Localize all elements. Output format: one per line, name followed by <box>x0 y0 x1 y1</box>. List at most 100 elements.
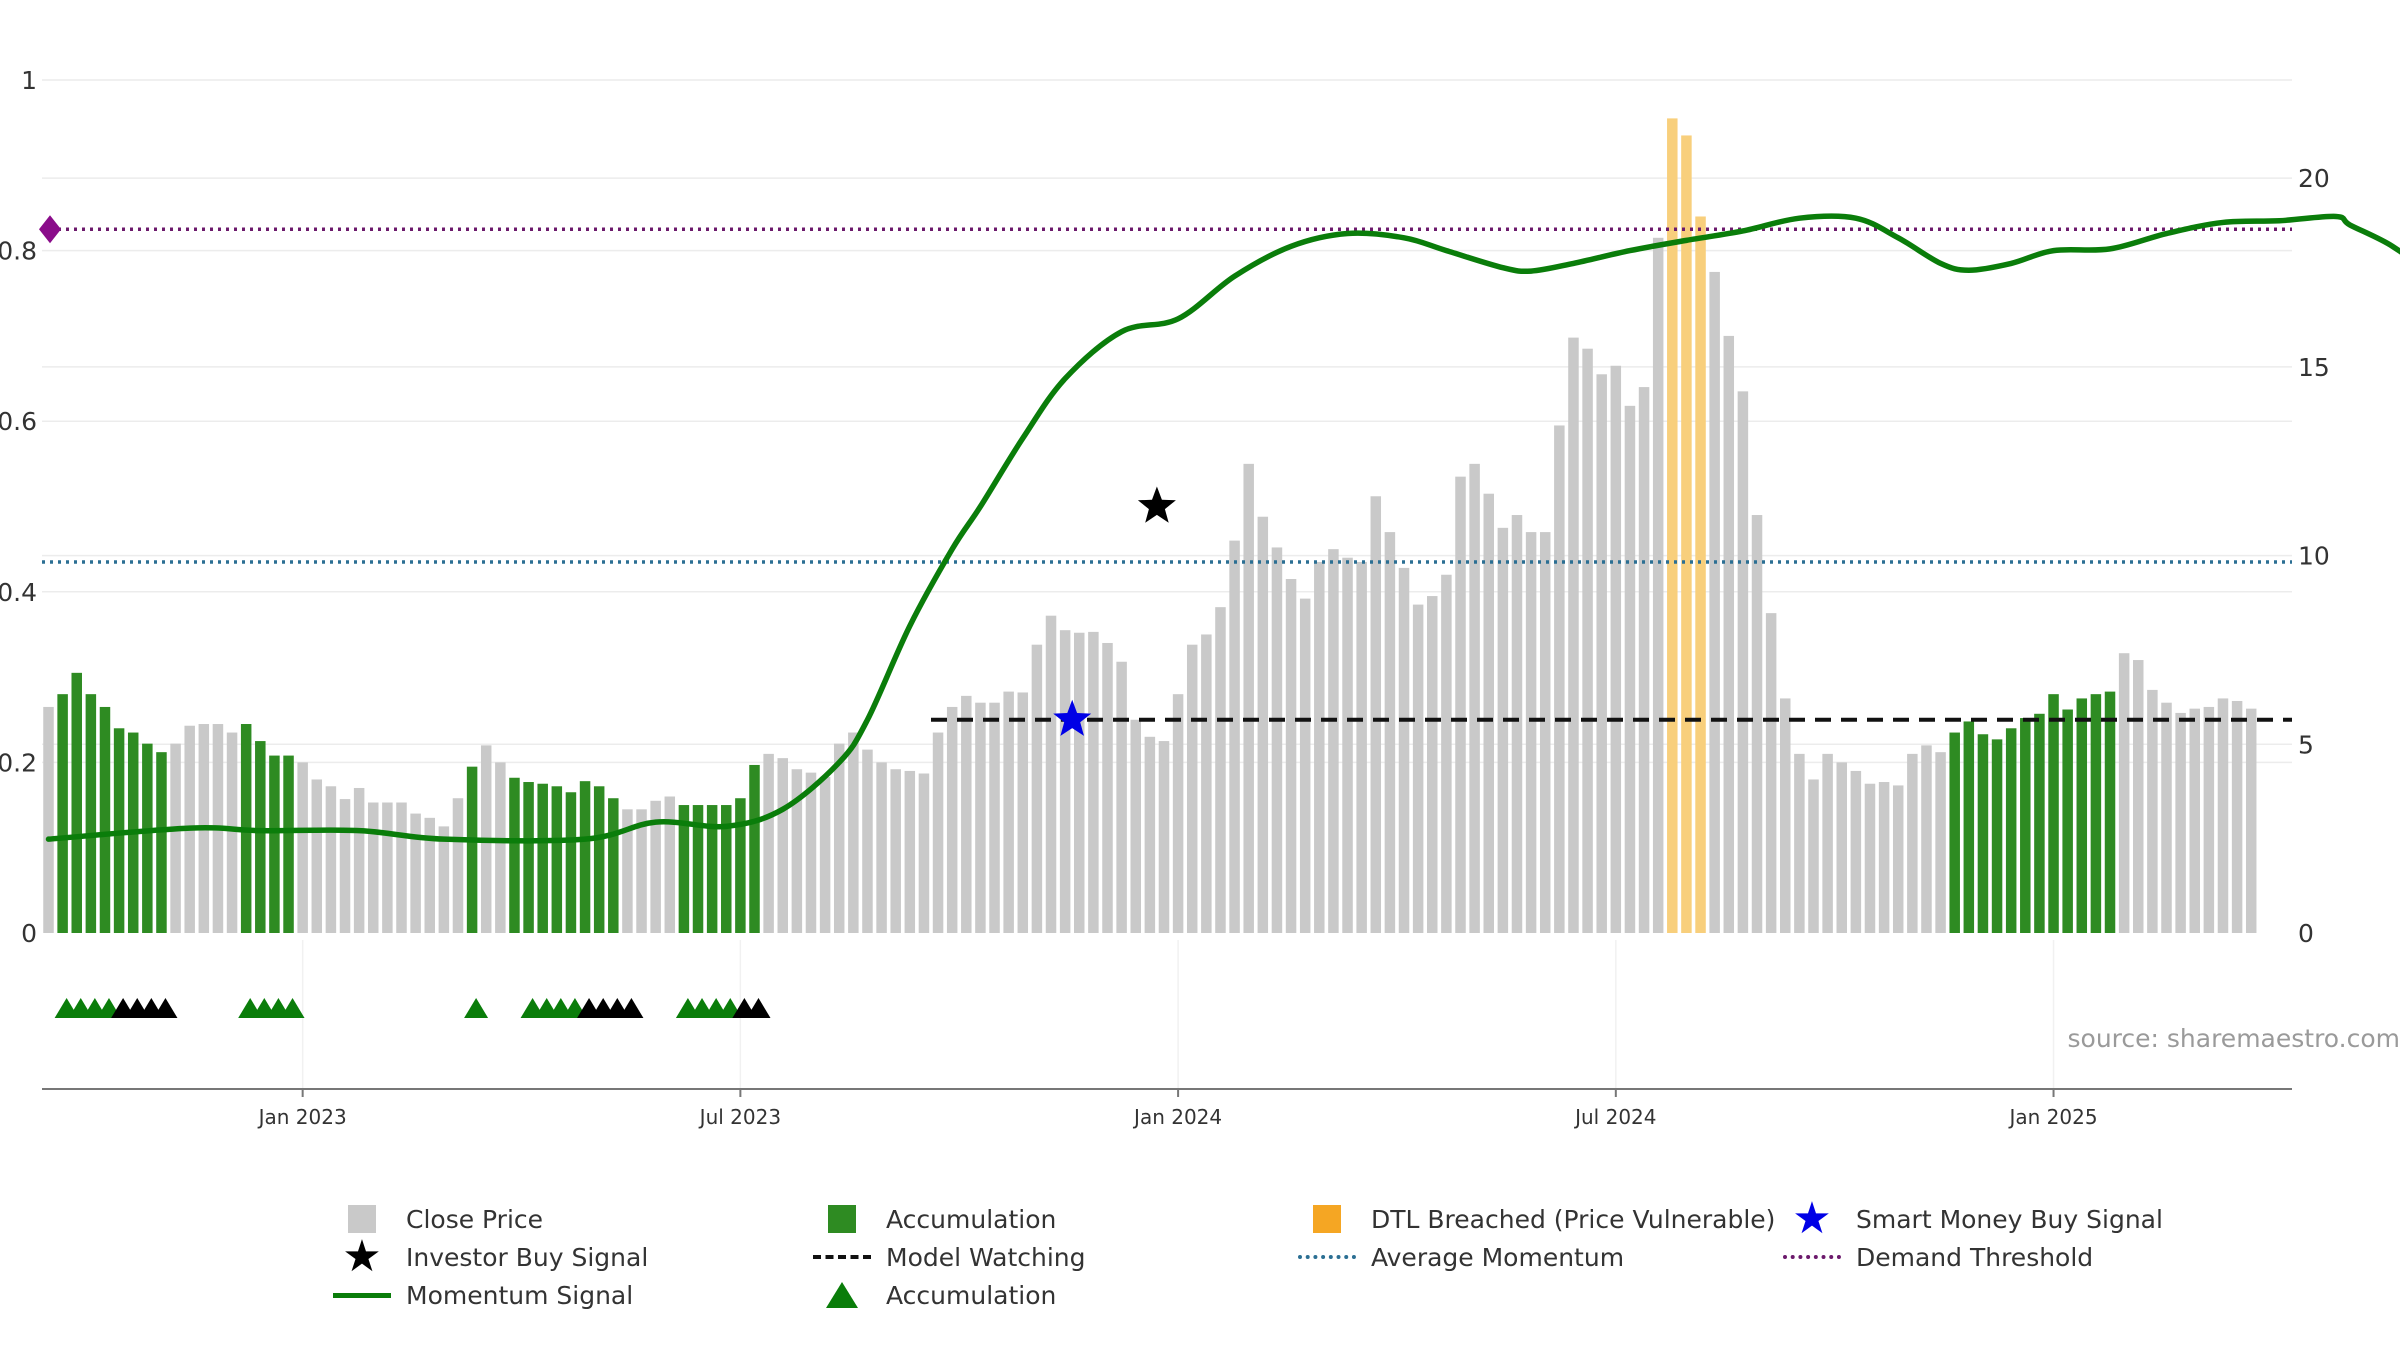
bar-close <box>1455 476 1466 933</box>
bar-close <box>975 702 986 933</box>
bar-close <box>1186 644 1198 933</box>
bar-acc <box>1963 721 1975 933</box>
bar-close <box>1638 387 1650 934</box>
bar-acc <box>1977 734 1989 933</box>
close-price-swatch <box>330 1200 394 1238</box>
right-tick-label: 5 <box>2298 730 2314 759</box>
bar-close <box>1102 642 1113 933</box>
price-bars <box>43 118 2257 934</box>
bar-acc <box>565 792 577 933</box>
bar-close <box>1469 463 1480 933</box>
bar-close <box>2189 708 2200 933</box>
x-tick-label: Jul 2024 <box>1573 1105 1656 1129</box>
bar-close <box>2203 706 2215 933</box>
bar-close <box>1554 425 1565 933</box>
bar-close <box>622 809 633 933</box>
bar-close <box>43 706 54 933</box>
bar-close <box>1751 515 1763 933</box>
bar-acc <box>2076 698 2088 933</box>
bar-acc <box>269 755 280 933</box>
left-tick-label: 0.6 <box>0 407 37 436</box>
bar-close <box>1610 365 1622 933</box>
legend-item-demand-threshold: Demand Threshold <box>1780 1238 2093 1276</box>
bar-close <box>1539 532 1551 933</box>
bar-acc <box>509 777 520 933</box>
bar-close <box>1074 632 1085 933</box>
bar-close <box>1201 634 1212 933</box>
accumulation-triangle-icon <box>746 998 771 1018</box>
bar-acc <box>537 783 548 933</box>
bar-close <box>918 773 930 933</box>
bar-close <box>353 787 365 933</box>
right-tick-label: 10 <box>2298 542 2330 571</box>
accumulation-markers <box>54 998 771 1018</box>
bar-close <box>1850 770 1862 933</box>
bar-close <box>2118 653 2130 933</box>
bar-close <box>1229 540 1240 933</box>
bar-acc <box>99 706 111 933</box>
bar-close <box>1525 532 1537 933</box>
bar-close <box>170 743 181 933</box>
bar-close <box>339 799 351 933</box>
bar-acc <box>551 786 563 933</box>
smart-money-star-icon <box>1053 699 1092 736</box>
bar-close <box>438 826 450 933</box>
bar-close <box>1808 779 1819 933</box>
bar-close <box>1511 515 1523 933</box>
bar-acc <box>593 786 605 933</box>
bar-close <box>989 702 1000 933</box>
x-tick-label: Jan 2025 <box>2007 1105 2097 1129</box>
bar-close <box>1907 753 1918 933</box>
legend-label-momentum-signal: Momentum Signal <box>406 1280 634 1310</box>
accumulation-triangle-icon <box>153 998 178 1018</box>
bar-close <box>1059 630 1071 933</box>
x-tick-label: Jan 2023 <box>257 1105 347 1129</box>
left-tick-label: 0.2 <box>0 748 37 777</box>
legend-item-smart-money: ★ Smart Money Buy Signal <box>1780 1193 2163 1244</box>
legend-item-dtl-breached: DTL Breached (Price Vulnerable) <box>1295 1200 1775 1238</box>
bar-close <box>1878 782 1890 933</box>
momentum-signal-line <box>45 213 2400 844</box>
bar-close <box>961 695 972 933</box>
bar-close <box>1384 532 1396 933</box>
bar-close <box>1412 604 1424 933</box>
right-tick-label: 15 <box>2298 353 2330 382</box>
bar-close <box>1765 613 1777 933</box>
investor-star-icon <box>1137 486 1176 523</box>
bar-close <box>946 706 958 933</box>
bar-close <box>1709 271 1720 933</box>
bar-close <box>1582 348 1593 933</box>
bar-close <box>1427 596 1438 933</box>
demand-diamond-icon <box>39 215 61 244</box>
bar-close <box>1780 698 1791 933</box>
left-tick-label: 0 <box>21 919 37 948</box>
x-tick-label: Jul 2023 <box>698 1105 781 1129</box>
legend-label-close-price: Close Price <box>406 1204 544 1234</box>
bar-acc <box>57 694 68 933</box>
bar-dtl <box>1681 135 1692 933</box>
bar-acc <box>2048 694 2059 933</box>
bar-acc <box>255 741 266 933</box>
bar-dtl <box>1667 118 1678 933</box>
bar-acc <box>142 743 153 933</box>
bar-close <box>1271 547 1283 933</box>
bar-close <box>1003 691 1014 933</box>
legend-label-accumulation: Accumulation <box>886 1204 1057 1234</box>
bar-acc <box>721 805 732 933</box>
grid <box>42 79 2292 1090</box>
bar-acc <box>2020 718 2031 933</box>
smart-money-star-icon: ★ <box>1792 1193 1832 1244</box>
legend-item-momentum-signal: Momentum Signal <box>330 1276 633 1314</box>
legend-item-model-watching: Model Watching <box>810 1238 1086 1276</box>
right-tick-label: 0 <box>2298 919 2314 948</box>
demand-threshold-swatch <box>1780 1238 1844 1276</box>
bar-acc <box>1949 732 1960 933</box>
legend-label-accumulation-marker: Accumulation <box>886 1280 1057 1310</box>
bar-acc <box>2104 691 2116 933</box>
bar-close <box>1017 692 1029 933</box>
legend-label-model-watching: Model Watching <box>886 1242 1086 1272</box>
bar-close <box>932 732 944 933</box>
bar-close <box>848 732 859 933</box>
accumulation-triangle-icon <box>619 998 644 1018</box>
